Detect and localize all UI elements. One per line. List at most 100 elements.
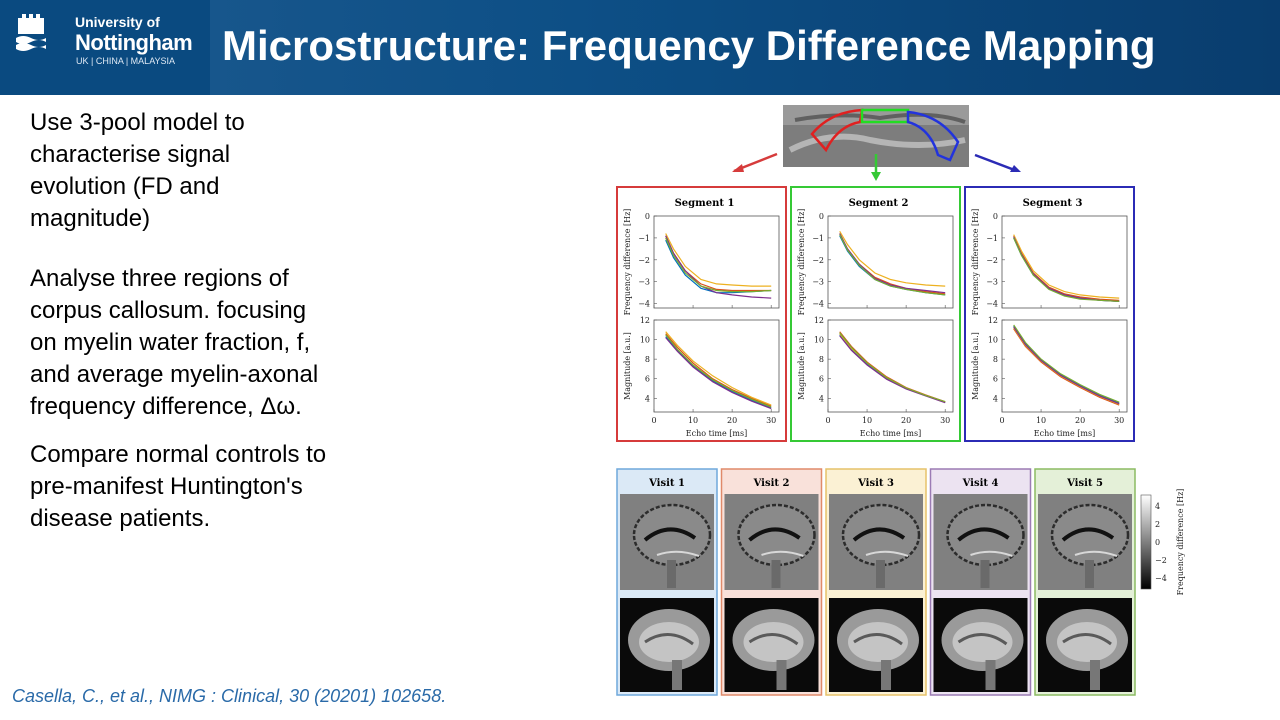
arrow-icon-green bbox=[871, 154, 881, 181]
colorbar-label: Frequency difference [Hz] bbox=[1176, 489, 1185, 596]
x-tick-label: 30 bbox=[766, 416, 776, 425]
colorbar-tick-label: 4 bbox=[1155, 502, 1160, 511]
crest-icon bbox=[16, 14, 46, 51]
white-matter-detail bbox=[761, 550, 804, 557]
x-axis-label: Echo time [ms] bbox=[1034, 429, 1095, 438]
y-tick-label: 6 bbox=[645, 375, 650, 384]
visit-title: Visit 5 bbox=[1066, 478, 1103, 489]
y-tick-label: 6 bbox=[993, 375, 998, 384]
x-tick-label: 0 bbox=[999, 416, 1004, 425]
series-line-3 bbox=[1013, 234, 1120, 299]
ventricle bbox=[748, 633, 799, 646]
corpus-callosum bbox=[748, 527, 801, 542]
brainstem bbox=[876, 560, 885, 588]
x-tick-label: 30 bbox=[940, 416, 950, 425]
series-line-4 bbox=[839, 233, 946, 294]
fd-chart: 0 −1 −2 −3 −4 Frequency difference [Hz] bbox=[797, 209, 954, 315]
brain-outline bbox=[632, 503, 712, 567]
y-tick-label: 12 bbox=[640, 316, 650, 325]
corpus-callosum bbox=[643, 527, 697, 542]
magnitude-image bbox=[620, 598, 714, 692]
logo-line-3: UK | CHINA | MALAYSIA bbox=[76, 56, 176, 66]
y-tick-label: −1 bbox=[986, 234, 998, 243]
fd-map-image bbox=[724, 494, 819, 590]
white-matter-detail bbox=[970, 550, 1013, 557]
brainstem bbox=[980, 560, 990, 588]
corpus-callosum bbox=[852, 527, 906, 542]
brain-outline bbox=[1050, 503, 1130, 567]
y-axis-label: Magnitude [a.u.] bbox=[797, 332, 806, 400]
visit-panel-5: Visit 5 bbox=[1034, 468, 1136, 696]
magnitude-image bbox=[933, 598, 1028, 692]
y-tick-label: 10 bbox=[988, 336, 998, 345]
y-axis-label: Magnitude [a.u.] bbox=[623, 332, 632, 400]
white-matter bbox=[743, 622, 804, 662]
white-matter-detail bbox=[656, 550, 700, 557]
y-tick-label: 0 bbox=[819, 212, 824, 221]
segment-title: Segment 2 bbox=[849, 198, 909, 209]
segment-panel-1: Segment 1 0 −1 −2 −3 −4 Frequency difference [… bbox=[616, 186, 787, 442]
plot-area bbox=[653, 319, 780, 413]
series-line-3 bbox=[665, 233, 772, 287]
colorbar-tick-label: −4 bbox=[1155, 574, 1167, 583]
x-tick-label: 20 bbox=[1075, 416, 1085, 425]
brainstem bbox=[776, 660, 787, 690]
visit-title: Visit 2 bbox=[753, 478, 790, 489]
corpus-callosum-thumbnail bbox=[783, 105, 969, 167]
fd-map-image bbox=[620, 494, 714, 590]
visit-title: Visit 4 bbox=[962, 478, 999, 489]
colorbar-tick-label: 0 bbox=[1155, 538, 1160, 547]
y-tick-label: 10 bbox=[640, 336, 650, 345]
y-axis-label: Frequency difference [Hz] bbox=[623, 209, 632, 316]
corpus-callosum bbox=[1061, 527, 1115, 542]
x-tick-label: 20 bbox=[727, 416, 737, 425]
fd-chart: 0 −1 −2 −3 −4 Frequency difference [Hz] bbox=[623, 209, 780, 316]
x-tick-label: 20 bbox=[901, 416, 911, 425]
x-tick-label: 0 bbox=[825, 416, 830, 425]
visit-title: Visit 1 bbox=[648, 478, 685, 489]
y-tick-label: 4 bbox=[645, 394, 650, 403]
white-matter bbox=[1057, 622, 1117, 662]
visit-panel-3: Visit 3 bbox=[825, 468, 927, 696]
y-tick-label: 0 bbox=[645, 212, 650, 221]
y-tick-label: −3 bbox=[638, 278, 650, 287]
series-line-5 bbox=[665, 334, 772, 408]
ventricle bbox=[957, 633, 1008, 646]
series-line-5 bbox=[1013, 237, 1120, 302]
x-tick-label: 10 bbox=[688, 416, 698, 425]
colorbar-tick-label: 2 bbox=[1155, 520, 1160, 529]
brainstem bbox=[985, 660, 996, 690]
x-tick-label: 0 bbox=[651, 416, 656, 425]
arrow-icon-red bbox=[732, 152, 778, 173]
brainstem bbox=[881, 660, 891, 690]
series-line-2 bbox=[665, 333, 772, 407]
y-tick-label: 10 bbox=[814, 336, 824, 345]
white-matter bbox=[952, 622, 1013, 662]
brainstem bbox=[672, 660, 682, 690]
y-tick-label: −1 bbox=[638, 234, 650, 243]
university-logo: University of Nottingham UK | CHINA | MA… bbox=[0, 0, 210, 95]
x-tick-label: 10 bbox=[862, 416, 872, 425]
visit-panels: Visit 1 Visit 2 Visit 3 Visit 4 Visit 5 bbox=[616, 468, 1136, 696]
fd-map-image bbox=[1038, 494, 1132, 590]
y-tick-label: 12 bbox=[988, 316, 998, 325]
brain-outline bbox=[841, 503, 921, 567]
segment-panel-3: Segment 3 0 −1 −2 −3 −4 Frequency difference [… bbox=[964, 186, 1135, 442]
fd-chart: 0 −1 −2 −3 −4 Frequency difference [Hz] bbox=[971, 209, 1128, 315]
segment-title: Segment 3 bbox=[1023, 198, 1083, 209]
magnitude-image bbox=[1038, 598, 1132, 692]
y-tick-label: 4 bbox=[819, 394, 824, 403]
y-tick-label: 8 bbox=[993, 355, 998, 364]
y-tick-label: 6 bbox=[819, 375, 824, 384]
visit-panel-4: Visit 4 bbox=[929, 468, 1032, 696]
fd-map-image bbox=[933, 494, 1028, 590]
x-axis-label: Echo time [ms] bbox=[686, 429, 747, 438]
brain-outline bbox=[737, 503, 816, 567]
y-tick-label: −4 bbox=[638, 300, 650, 309]
fd-map-image bbox=[829, 494, 923, 590]
brainstem bbox=[1085, 560, 1094, 588]
visit-panel-2: Visit 2 bbox=[720, 468, 823, 696]
magnitude-image bbox=[829, 598, 923, 692]
header-bar: University of Nottingham UK | CHINA | MA… bbox=[0, 0, 1280, 95]
